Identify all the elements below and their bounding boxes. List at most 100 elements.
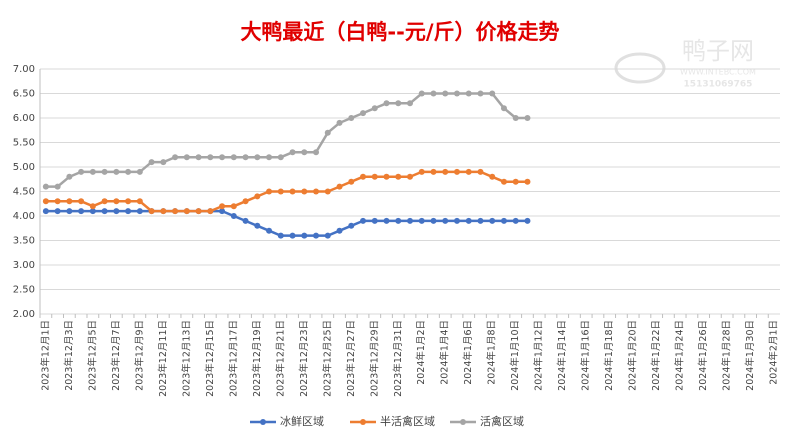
point [512,115,519,121]
point [101,168,108,175]
x-tick-label: 2024年1月12日 [533,320,545,391]
point [313,188,320,195]
point [219,154,226,161]
x-tick-label: 2024年1月28日 [721,320,733,391]
point [371,217,378,224]
point [336,183,343,190]
watermark-url: WWW.INTEBC.COM [680,68,756,77]
point [242,198,249,205]
point [289,149,296,156]
point [500,178,507,185]
point [524,115,531,121]
point [66,208,73,215]
x-tick-label: 2024年1月30日 [744,320,756,391]
y-tick-label: 3.50 [13,236,35,247]
point [500,217,507,224]
point [242,154,249,161]
x-tick-label: 2023年12月29日 [368,320,380,397]
point [383,217,390,224]
x-tick-label: 2024年1月4日 [439,320,451,385]
x-tick-label: 2023年12月15日 [204,320,216,397]
point [125,208,132,215]
point [148,159,155,166]
point [371,173,378,180]
x-tick-label: 2024年1月14日 [556,320,568,391]
point [101,208,108,215]
point [301,149,308,156]
point [136,168,143,175]
point [230,203,237,210]
y-tick-label: 6.00 [13,113,35,124]
y-tick-label: 2.50 [13,285,35,296]
point [277,188,284,195]
point [512,217,519,224]
point [136,198,143,205]
point [207,154,214,161]
point [418,168,425,175]
point [395,217,402,224]
point [360,173,367,180]
point [113,198,120,205]
point [348,115,355,121]
legend-marker [260,419,266,425]
point [266,227,273,234]
point [442,90,449,97]
point [89,203,96,210]
point [277,154,284,161]
x-tick-label: 2024年1月6日 [462,320,474,385]
point [254,154,261,161]
point [66,198,73,205]
point [383,173,390,180]
x-tick-label: 2024年1月8日 [486,320,498,385]
point [301,232,308,239]
x-tick-label: 2023年12月23日 [298,320,310,397]
point [172,208,179,215]
point [89,208,96,215]
point [453,90,460,97]
point [360,217,367,224]
point [348,178,355,185]
point [230,154,237,161]
point [442,168,449,175]
point [219,203,226,210]
point [348,222,355,229]
point [407,173,413,180]
point [301,188,308,195]
point [324,232,331,239]
point [430,217,437,224]
x-tick-label: 2023年12月5日 [86,320,98,391]
point [42,183,49,190]
x-tick-label: 2024年1月26日 [697,320,709,391]
point [289,188,296,195]
point [54,208,61,215]
point [477,168,484,175]
point [42,198,49,205]
y-tick-label: 3.00 [13,260,35,271]
x-tick-label: 2024年1月24日 [674,320,686,391]
point [78,208,85,215]
point [336,119,343,126]
point [101,198,108,205]
x-tick-label: 2023年12月17日 [227,320,239,397]
legend-label: 活禽区域 [480,414,524,428]
point [266,154,273,161]
point [324,188,331,195]
watermark-logo [614,52,666,84]
point [266,188,273,195]
y-tick-label: 4.50 [13,187,35,198]
point [78,198,85,205]
point [395,173,402,180]
legend-label: 冰鲜区域 [280,414,324,428]
series-line [45,209,528,237]
point [313,149,320,156]
point [136,208,143,215]
x-tick-label: 2023年12月31日 [392,320,404,397]
point [230,213,237,219]
point [183,154,190,161]
point [383,100,390,107]
y-tick-label: 5.00 [13,162,35,173]
watermark-name: 鸭子网 [682,37,754,65]
y-tick-label: 2.00 [13,309,35,320]
x-tick-label: 2024年2月1日 [768,320,780,385]
